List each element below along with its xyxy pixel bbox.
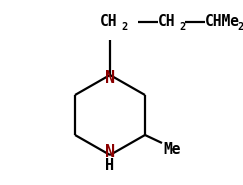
Text: 2: 2 bbox=[179, 22, 185, 32]
Text: H: H bbox=[105, 157, 114, 172]
Text: 2: 2 bbox=[237, 22, 243, 32]
Text: CH: CH bbox=[100, 14, 118, 29]
Text: 2: 2 bbox=[121, 22, 127, 32]
Text: CHMe: CHMe bbox=[205, 14, 240, 29]
Text: CH: CH bbox=[158, 14, 175, 29]
Text: Me: Me bbox=[163, 142, 181, 157]
Text: N: N bbox=[105, 143, 115, 161]
Text: N: N bbox=[105, 69, 115, 87]
